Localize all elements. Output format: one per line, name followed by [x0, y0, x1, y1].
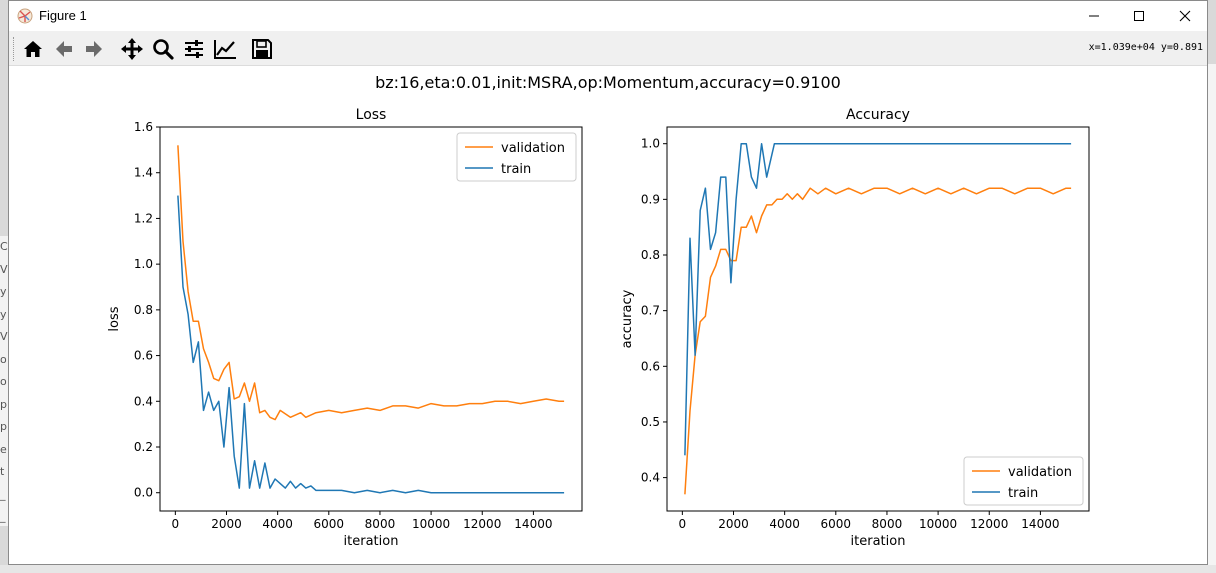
x-tick-label: 2000 — [211, 517, 242, 531]
x-tick-label: 4000 — [769, 517, 800, 531]
x-tick-label: 8000 — [872, 517, 903, 531]
toolbar-grip[interactable] — [13, 37, 16, 61]
configure-subplots-button[interactable] — [181, 36, 207, 62]
background-taskbar-strip — [0, 565, 1216, 573]
back-button[interactable] — [51, 36, 77, 62]
y-tick-label: 0.4 — [134, 394, 153, 408]
edit-axes-icon — [214, 40, 236, 59]
y-tick-label: 0.4 — [641, 471, 660, 485]
home-icon — [24, 41, 42, 57]
axes-title: Loss — [356, 107, 387, 123]
y-tick-label: 0.5 — [641, 415, 660, 429]
chart-canvas: 0 2000 4000 6000 8000 10000 12000 14000 0.0 0.2 0.… — [107, 107, 1090, 549]
x-tick-label: 0 — [172, 517, 180, 531]
x-tick-label: 6000 — [314, 517, 345, 531]
y-tick-label: 1.6 — [134, 120, 153, 134]
title-bar[interactable]: Figure 1 — [9, 1, 1207, 31]
x-tick-label: 0 — [679, 517, 687, 531]
x-tick-label: 10000 — [412, 517, 450, 531]
series-line-validation — [684, 187, 1072, 495]
x-tick-label: 12000 — [463, 517, 501, 531]
x-tick-label: 2000 — [718, 517, 749, 531]
y-tick-label: 1.4 — [134, 166, 153, 180]
save-icon — [252, 39, 272, 59]
figure-suptitle: bz:16,eta:0.01,init:MSRA,op:Momentum,acc… — [375, 73, 841, 92]
close-icon — [1179, 10, 1191, 22]
series-line-train — [177, 195, 565, 494]
subplots-config-icon — [185, 40, 203, 58]
x-tick-label: 12000 — [970, 517, 1008, 531]
y-tick-label: 1.0 — [134, 257, 153, 271]
zoom-icon — [153, 39, 174, 60]
y-tick-label: 0.2 — [134, 440, 153, 454]
legend-entry-validation: validation — [501, 141, 565, 156]
y-axis-label: accuracy — [620, 289, 635, 348]
x-tick-label: 10000 — [919, 517, 957, 531]
axes-frame — [666, 126, 1090, 512]
coordinate-readout: x=1.039e+04 y=0.891 — [1088, 42, 1203, 53]
legend: validation train — [963, 456, 1084, 506]
x-tick-label: 14000 — [1021, 517, 1059, 531]
maximize-button[interactable] — [1116, 1, 1162, 31]
axes-loss: 0 2000 4000 6000 8000 10000 12000 14000 0.0 0.2 0.… — [107, 107, 583, 549]
x-axis-label: iteration — [344, 534, 399, 549]
minimize-button[interactable] — [1071, 1, 1117, 31]
edit-axes-button[interactable] — [212, 36, 238, 62]
axes-accuracy: 0 2000 4000 6000 8000 10000 12000 14000 0.4 0.5 0.… — [620, 107, 1090, 549]
y-tick-label: 0.0 — [134, 486, 153, 500]
legend-entry-train: train — [1008, 486, 1038, 501]
series-line-validation — [177, 145, 565, 421]
x-tick-label: 14000 — [514, 517, 552, 531]
x-tick-label: 4000 — [262, 517, 293, 531]
series-line-train — [684, 142, 1072, 456]
y-tick-label: 1.2 — [134, 211, 153, 225]
y-tick-label: 1.0 — [641, 137, 660, 151]
forward-arrow-icon — [86, 41, 102, 57]
y-tick-label: 0.8 — [134, 303, 153, 317]
x-tick-label: 6000 — [821, 517, 852, 531]
legend-frame — [963, 456, 1084, 506]
y-tick-label: 0.6 — [134, 349, 153, 363]
minimize-icon — [1089, 15, 1099, 17]
x-axis-label: iteration — [851, 534, 906, 549]
y-tick-label: 0.7 — [641, 304, 660, 318]
legend-entry-validation: validation — [1008, 465, 1072, 480]
matplotlib-app-icon — [17, 8, 33, 24]
back-arrow-icon — [56, 41, 72, 57]
figure-canvas[interactable]: bz:16,eta:0.01,init:MSRA,op:Momentum,acc… — [9, 66, 1207, 564]
x-tick-label: 8000 — [365, 517, 396, 531]
y-tick-label: 0.6 — [641, 359, 660, 373]
close-button[interactable] — [1162, 1, 1208, 31]
y-tick-label: 0.8 — [641, 248, 660, 262]
navigation-toolbar — [9, 31, 1207, 66]
maximize-icon — [1134, 11, 1144, 21]
y-tick-label: 0.9 — [641, 192, 660, 206]
legend-frame — [456, 132, 577, 182]
pan-icon — [121, 38, 143, 60]
legend-entry-train: train — [501, 162, 531, 177]
background-desktop-strip-right — [1208, 64, 1216, 573]
zoom-button[interactable] — [150, 36, 176, 62]
window-title: Figure 1 — [39, 8, 87, 23]
pan-button[interactable] — [119, 36, 145, 62]
figure-window: Figure 1 — [8, 0, 1208, 565]
y-axis-label: loss — [107, 306, 122, 331]
forward-button[interactable] — [81, 36, 107, 62]
axes-frame — [159, 126, 583, 512]
save-button[interactable] — [249, 36, 275, 62]
legend: validation train — [456, 132, 577, 182]
axes-title: Accuracy — [846, 107, 910, 123]
home-button[interactable] — [20, 36, 46, 62]
